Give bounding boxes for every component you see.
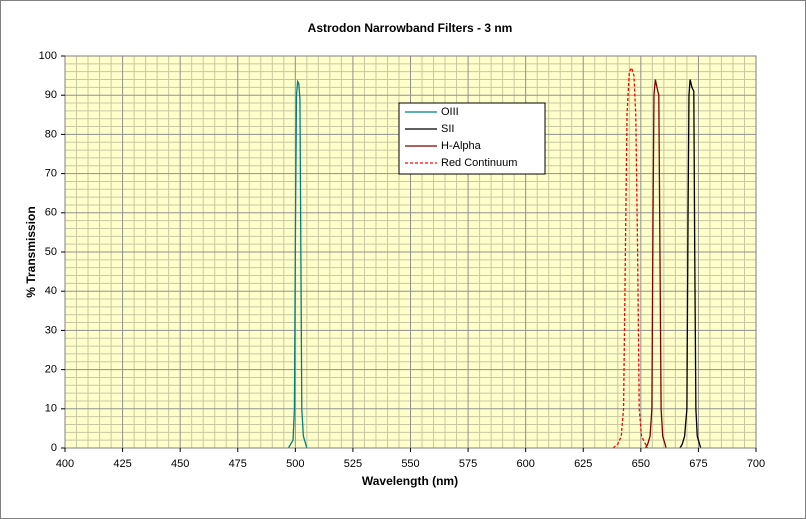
y-tick-label: 80 bbox=[45, 128, 57, 140]
x-tick-label: 475 bbox=[229, 458, 247, 470]
x-tick-label: 625 bbox=[574, 458, 592, 470]
series-lines bbox=[287, 66, 702, 449]
x-tick-label: 425 bbox=[113, 458, 131, 470]
y-tick-label: 0 bbox=[51, 442, 57, 454]
x-tick-label: 550 bbox=[401, 458, 419, 470]
y-tick-label: 90 bbox=[45, 89, 57, 101]
x-tick-label: 700 bbox=[747, 458, 765, 470]
legend-label: H-Alpha bbox=[441, 140, 482, 152]
legend-box bbox=[398, 102, 546, 175]
y-axis-label: % Transmission bbox=[24, 206, 38, 297]
x-tick-label: 500 bbox=[286, 458, 304, 470]
legend-label: SII bbox=[441, 123, 454, 135]
x-tick-label: 400 bbox=[56, 458, 74, 470]
y-tick-label: 100 bbox=[39, 50, 57, 62]
x-tick-label: 525 bbox=[344, 458, 362, 470]
y-tick-label: 20 bbox=[45, 364, 57, 376]
series-line bbox=[287, 79, 308, 449]
legend-label: OIII bbox=[441, 106, 459, 118]
y-tick-label: 40 bbox=[45, 285, 57, 297]
y-tick-label: 50 bbox=[45, 246, 57, 258]
x-tick-label: 450 bbox=[171, 458, 189, 470]
y-tick-label: 30 bbox=[45, 324, 57, 336]
series-line bbox=[679, 79, 702, 449]
y-tick-label: 10 bbox=[45, 403, 57, 415]
legend-label: Red Continuum bbox=[441, 157, 517, 169]
x-tick-label: 575 bbox=[459, 458, 477, 470]
x-tick-label: 600 bbox=[516, 458, 534, 470]
x-tick-label: 675 bbox=[689, 458, 707, 470]
legend: OIII SII H-Alpha Red Continuum bbox=[398, 102, 546, 175]
series-line bbox=[644, 79, 667, 449]
y-tick-label: 60 bbox=[45, 207, 57, 219]
x-axis-label: Wavelength (nm) bbox=[362, 474, 458, 488]
x-tick-label: 650 bbox=[632, 458, 650, 470]
chart-title: Astrodon Narrowband Filters - 3 nm bbox=[308, 21, 513, 35]
y-tick-label: 70 bbox=[45, 168, 57, 180]
